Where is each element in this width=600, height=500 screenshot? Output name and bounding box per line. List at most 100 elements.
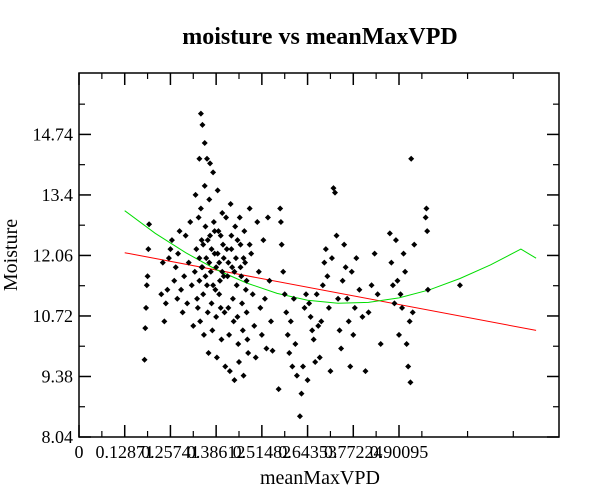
data-point [310,336,317,343]
data-point [351,304,358,311]
data-point [241,228,248,235]
data-point [261,295,268,302]
data-point [235,340,242,347]
chart-title: moisture vs meanMaxVPD [182,24,458,50]
data-point [197,110,204,117]
data-point [258,331,265,338]
data-point [221,309,228,316]
data-point [210,169,217,176]
data-point [190,322,197,329]
data-point [225,304,232,311]
data-point [424,228,431,235]
data-point [341,241,348,248]
data-point [283,309,290,316]
data-point [316,354,323,361]
data-point [246,205,253,212]
data-point [296,413,303,420]
data-point [233,282,240,289]
data-point [275,386,282,393]
data-point [368,282,375,289]
data-point [165,255,172,262]
data-point [143,282,150,289]
x-tick-label: 0 [75,442,84,462]
data-point [211,228,218,235]
data-point [198,264,205,271]
data-point [234,237,241,244]
data-point [204,237,211,244]
y-axis-label: Moisture [0,219,22,291]
data-point [362,368,369,375]
data-point [231,377,238,384]
x-tick-label: 0.12871 [95,442,154,462]
data-point [179,309,186,316]
data-point [197,318,204,325]
data-point [178,286,185,293]
y-tick-label: 14.74 [33,124,74,144]
data-point [220,255,227,262]
data-point [204,155,210,162]
data-point [220,273,227,280]
data-point [208,246,215,253]
y-tick-label: 13.4 [42,185,74,205]
data-point [181,273,188,280]
data-point [240,372,247,379]
y-tick-label: 9.38 [42,366,74,386]
data-point [289,363,296,370]
data-point [251,322,258,329]
y-tick-label: 10.72 [33,306,74,326]
data-point [423,205,430,212]
data-point [242,286,249,293]
x-axis-label: meanMaxVPD [260,467,380,489]
data-point [226,331,233,338]
data-point [422,214,429,221]
data-point [266,277,273,284]
data-point [277,219,284,226]
data-point [213,264,220,271]
data-point [332,189,338,196]
data-point [214,187,221,194]
data-point [201,182,208,189]
data-point [162,300,169,307]
data-point [219,268,226,275]
data-point [187,219,194,226]
data-point [204,309,211,316]
data-point [287,318,294,325]
data-point [197,205,204,212]
data-point [333,232,340,239]
data-point [230,318,237,325]
data-point [350,331,357,338]
data-point [246,241,253,248]
data-point [158,291,165,298]
data-point [210,219,217,226]
data-point [206,196,213,203]
x-tick-label: 0.90095 [370,442,429,462]
data-point [208,300,215,307]
data-point [306,300,313,307]
data-point [211,250,218,257]
data-point [232,223,239,230]
data-point [342,264,349,271]
data-point [286,350,293,356]
data-point [268,318,274,325]
data-point [209,327,216,334]
data-point [330,185,337,192]
data-point [339,277,346,284]
data-point [196,155,203,162]
data-point [226,368,233,375]
data-point [260,237,267,244]
data-point [144,273,151,280]
data-point [304,377,311,384]
y-axis-ticks: 8.04 9.38 10.72 12.06 13.4 14.74 [33,103,559,447]
data-point [243,277,250,284]
data-point [202,223,209,230]
data-point [377,340,384,347]
data-point [456,282,463,289]
data-point [290,295,297,302]
data-point [255,268,262,275]
data-point [245,350,252,356]
data-point [228,232,235,239]
data-point [192,191,199,198]
data-point [325,304,332,311]
data-point [229,264,236,271]
